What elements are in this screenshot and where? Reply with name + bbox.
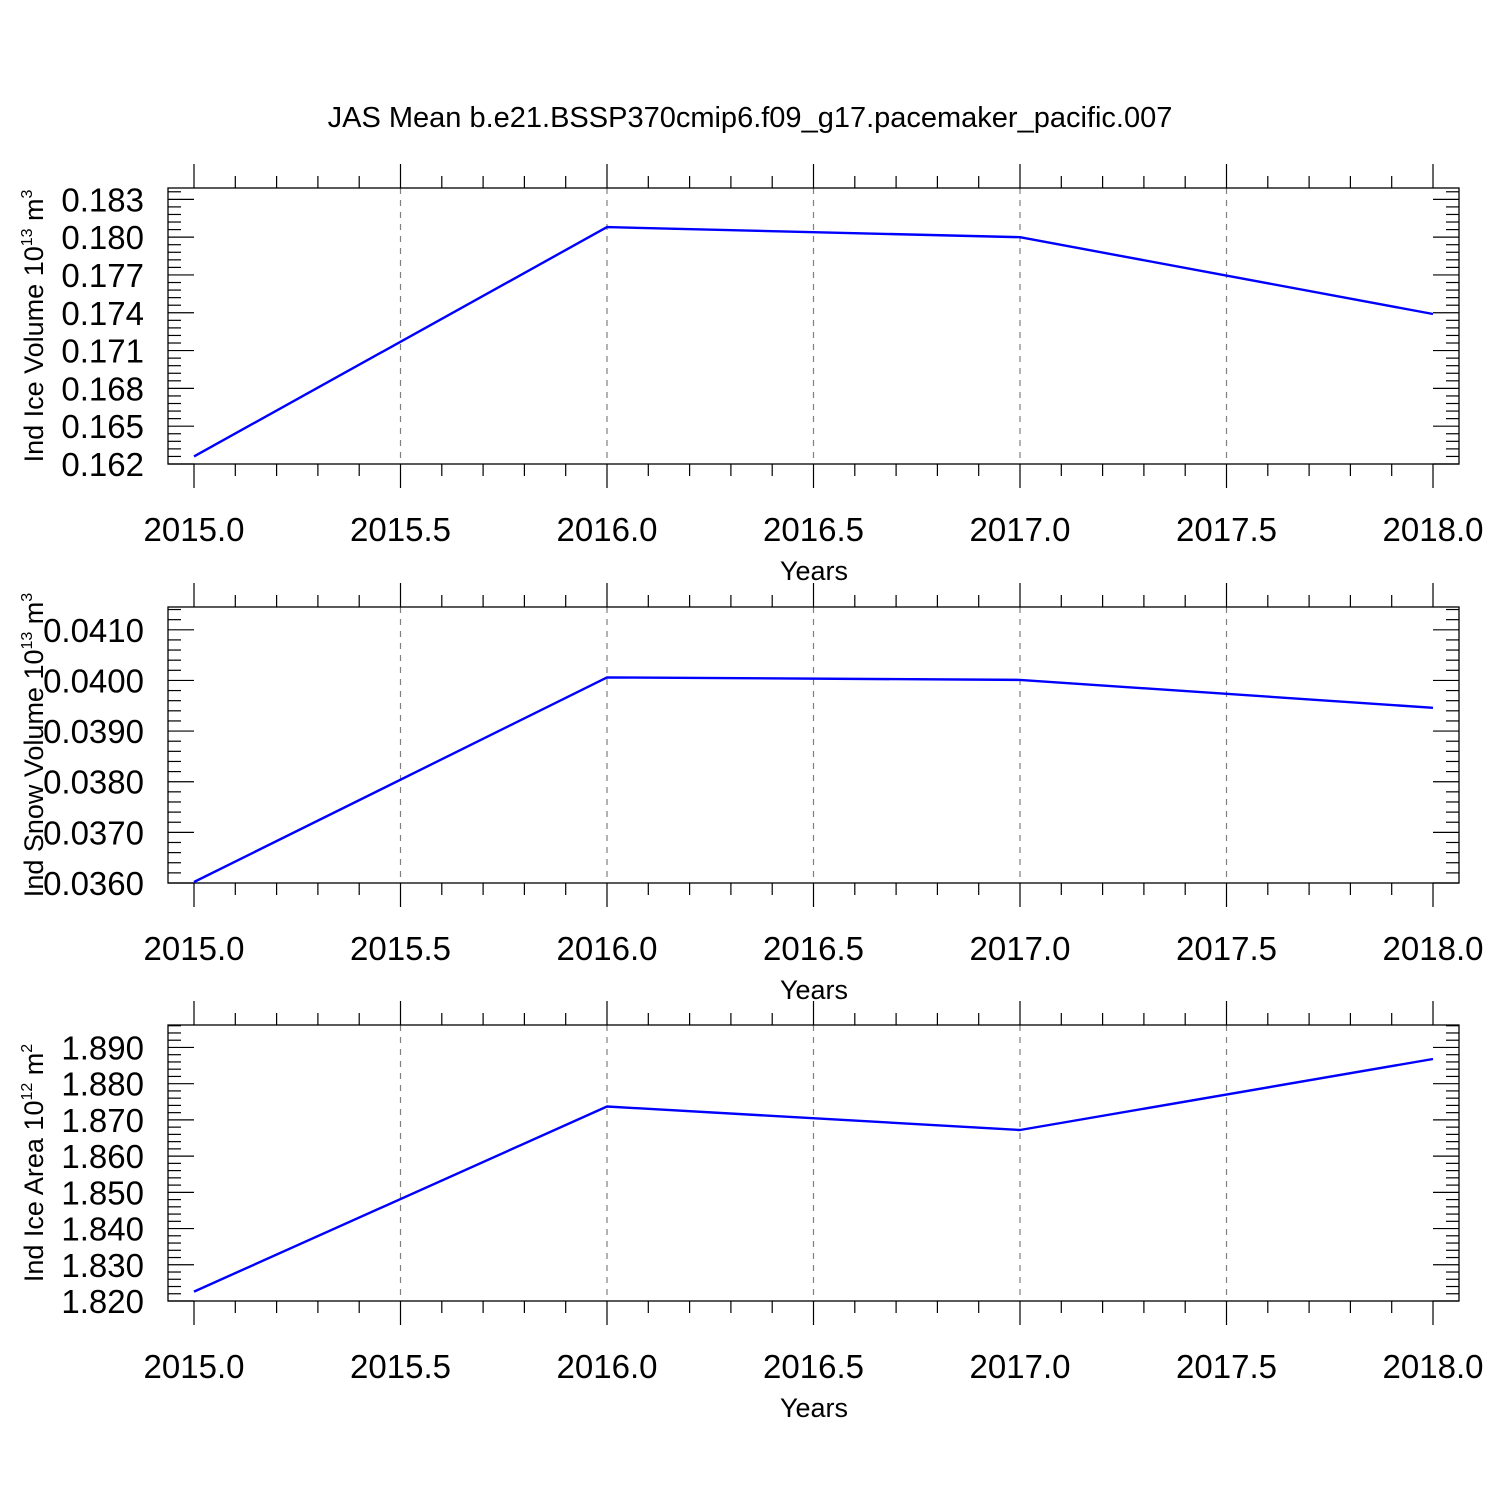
x-axis-label: Years bbox=[780, 975, 848, 1005]
y-axis-label-part: 13 bbox=[19, 632, 36, 650]
panel-3: 2015.0 2015.5 2016.0 2016.5 2017.0 2017.5 2018… bbox=[19, 1001, 1483, 1423]
panels: 2015.0 2015.5 2016.0 2016.5 2017.0 2017.5 2018… bbox=[19, 164, 1483, 1423]
x-tick-label: 2015.0 bbox=[144, 930, 245, 967]
y-axis-label-part: Ind Ice Area 10 bbox=[19, 1101, 49, 1283]
x-tick-label: 2016.0 bbox=[557, 511, 658, 548]
y-tick-label: 0.171 bbox=[61, 333, 144, 370]
x-tick-label: 2018.0 bbox=[1383, 511, 1484, 548]
y-tick-label: 0.0380 bbox=[43, 764, 144, 801]
y-axis-label-part: m bbox=[19, 1053, 49, 1083]
series-line bbox=[193, 225, 1434, 458]
x-tick-label: 2017.5 bbox=[1176, 511, 1277, 548]
y-axis-label: Ind Ice Volume 1013 m3 bbox=[19, 189, 49, 462]
y-tick-label: 1.830 bbox=[61, 1247, 144, 1284]
y-axis-label-part: 2 bbox=[19, 1044, 36, 1053]
y-axis-label: Ind Ice Area 1012 m2 bbox=[19, 1044, 49, 1282]
y-axis-label-part: m bbox=[19, 198, 49, 228]
x-axis-label: Years bbox=[780, 1393, 848, 1423]
x-tick-label: 2017.0 bbox=[970, 511, 1071, 548]
y-tick-label: 1.860 bbox=[61, 1138, 144, 1175]
x-axis-label: Years bbox=[780, 556, 848, 586]
y-axis-label: Ind Snow Volume 1013 m3 bbox=[19, 593, 49, 897]
y-tick-label: 0.0370 bbox=[43, 814, 144, 851]
y-tick-label: 0.0410 bbox=[43, 612, 144, 649]
x-tick-label: 2016.0 bbox=[557, 930, 658, 967]
y-tick-label: 0.180 bbox=[61, 219, 144, 256]
y-tick-label: 0.174 bbox=[61, 295, 144, 332]
figure-title: JAS Mean b.e21.BSSP370cmip6.f09_g17.pace… bbox=[328, 102, 1173, 134]
panel-2: 2015.0 2015.5 2016.0 2016.5 2017.0 2017.5 2018… bbox=[19, 583, 1483, 1005]
y-tick-label: 0.0400 bbox=[43, 662, 144, 699]
y-axis-label-part: 13 bbox=[19, 228, 36, 246]
x-tick-label: 2016.5 bbox=[763, 511, 864, 548]
y-tick-label: 1.880 bbox=[61, 1066, 144, 1103]
panel-1: 2015.0 2015.5 2016.0 2016.5 2017.0 2017.5 2018… bbox=[19, 164, 1483, 586]
x-tick-label: 2018.0 bbox=[1383, 1348, 1484, 1385]
x-tick-label: 2015.0 bbox=[144, 1348, 245, 1385]
y-axis-label-part: Ind Snow Volume 10 bbox=[19, 650, 49, 898]
x-tick-label: 2017.0 bbox=[970, 1348, 1071, 1385]
x-tick-label: 2015.5 bbox=[350, 511, 451, 548]
y-tick-label: 0.168 bbox=[61, 370, 144, 407]
y-axis-label-part: 3 bbox=[19, 189, 36, 198]
y-axis-label-part: Ind Ice Volume 10 bbox=[19, 246, 49, 462]
x-tick-label: 2015.0 bbox=[144, 511, 245, 548]
y-tick-label: 0.0360 bbox=[43, 865, 144, 902]
x-tick-label: 2016.5 bbox=[763, 930, 864, 967]
y-tick-label: 0.162 bbox=[61, 446, 144, 483]
x-tick-label: 2015.5 bbox=[350, 1348, 451, 1385]
y-tick-label: 1.850 bbox=[61, 1174, 144, 1211]
y-tick-label: 1.890 bbox=[61, 1029, 144, 1066]
x-tick-label: 2018.0 bbox=[1383, 930, 1484, 967]
y-tick-label: 1.870 bbox=[61, 1102, 144, 1139]
y-tick-label: 0.0390 bbox=[43, 713, 144, 750]
y-axis-label-part: 3 bbox=[19, 593, 36, 602]
x-tick-label: 2016.5 bbox=[763, 1348, 864, 1385]
y-axis-label-part: 12 bbox=[19, 1083, 36, 1101]
y-tick-label: 1.820 bbox=[61, 1283, 144, 1320]
x-tick-label: 2017.5 bbox=[1176, 1348, 1277, 1385]
y-tick-label: 0.177 bbox=[61, 257, 144, 294]
y-tick-label: 0.183 bbox=[61, 181, 144, 218]
y-tick-label: 1.840 bbox=[61, 1211, 144, 1248]
x-tick-label: 2015.5 bbox=[350, 930, 451, 967]
series-line bbox=[193, 1057, 1434, 1293]
x-tick-label: 2017.0 bbox=[970, 930, 1071, 967]
x-tick-label: 2017.5 bbox=[1176, 930, 1277, 967]
y-tick-label: 0.165 bbox=[61, 408, 144, 445]
x-tick-label: 2016.0 bbox=[557, 1348, 658, 1385]
y-axis-label-part: m bbox=[19, 602, 49, 632]
series-line bbox=[193, 676, 1434, 884]
